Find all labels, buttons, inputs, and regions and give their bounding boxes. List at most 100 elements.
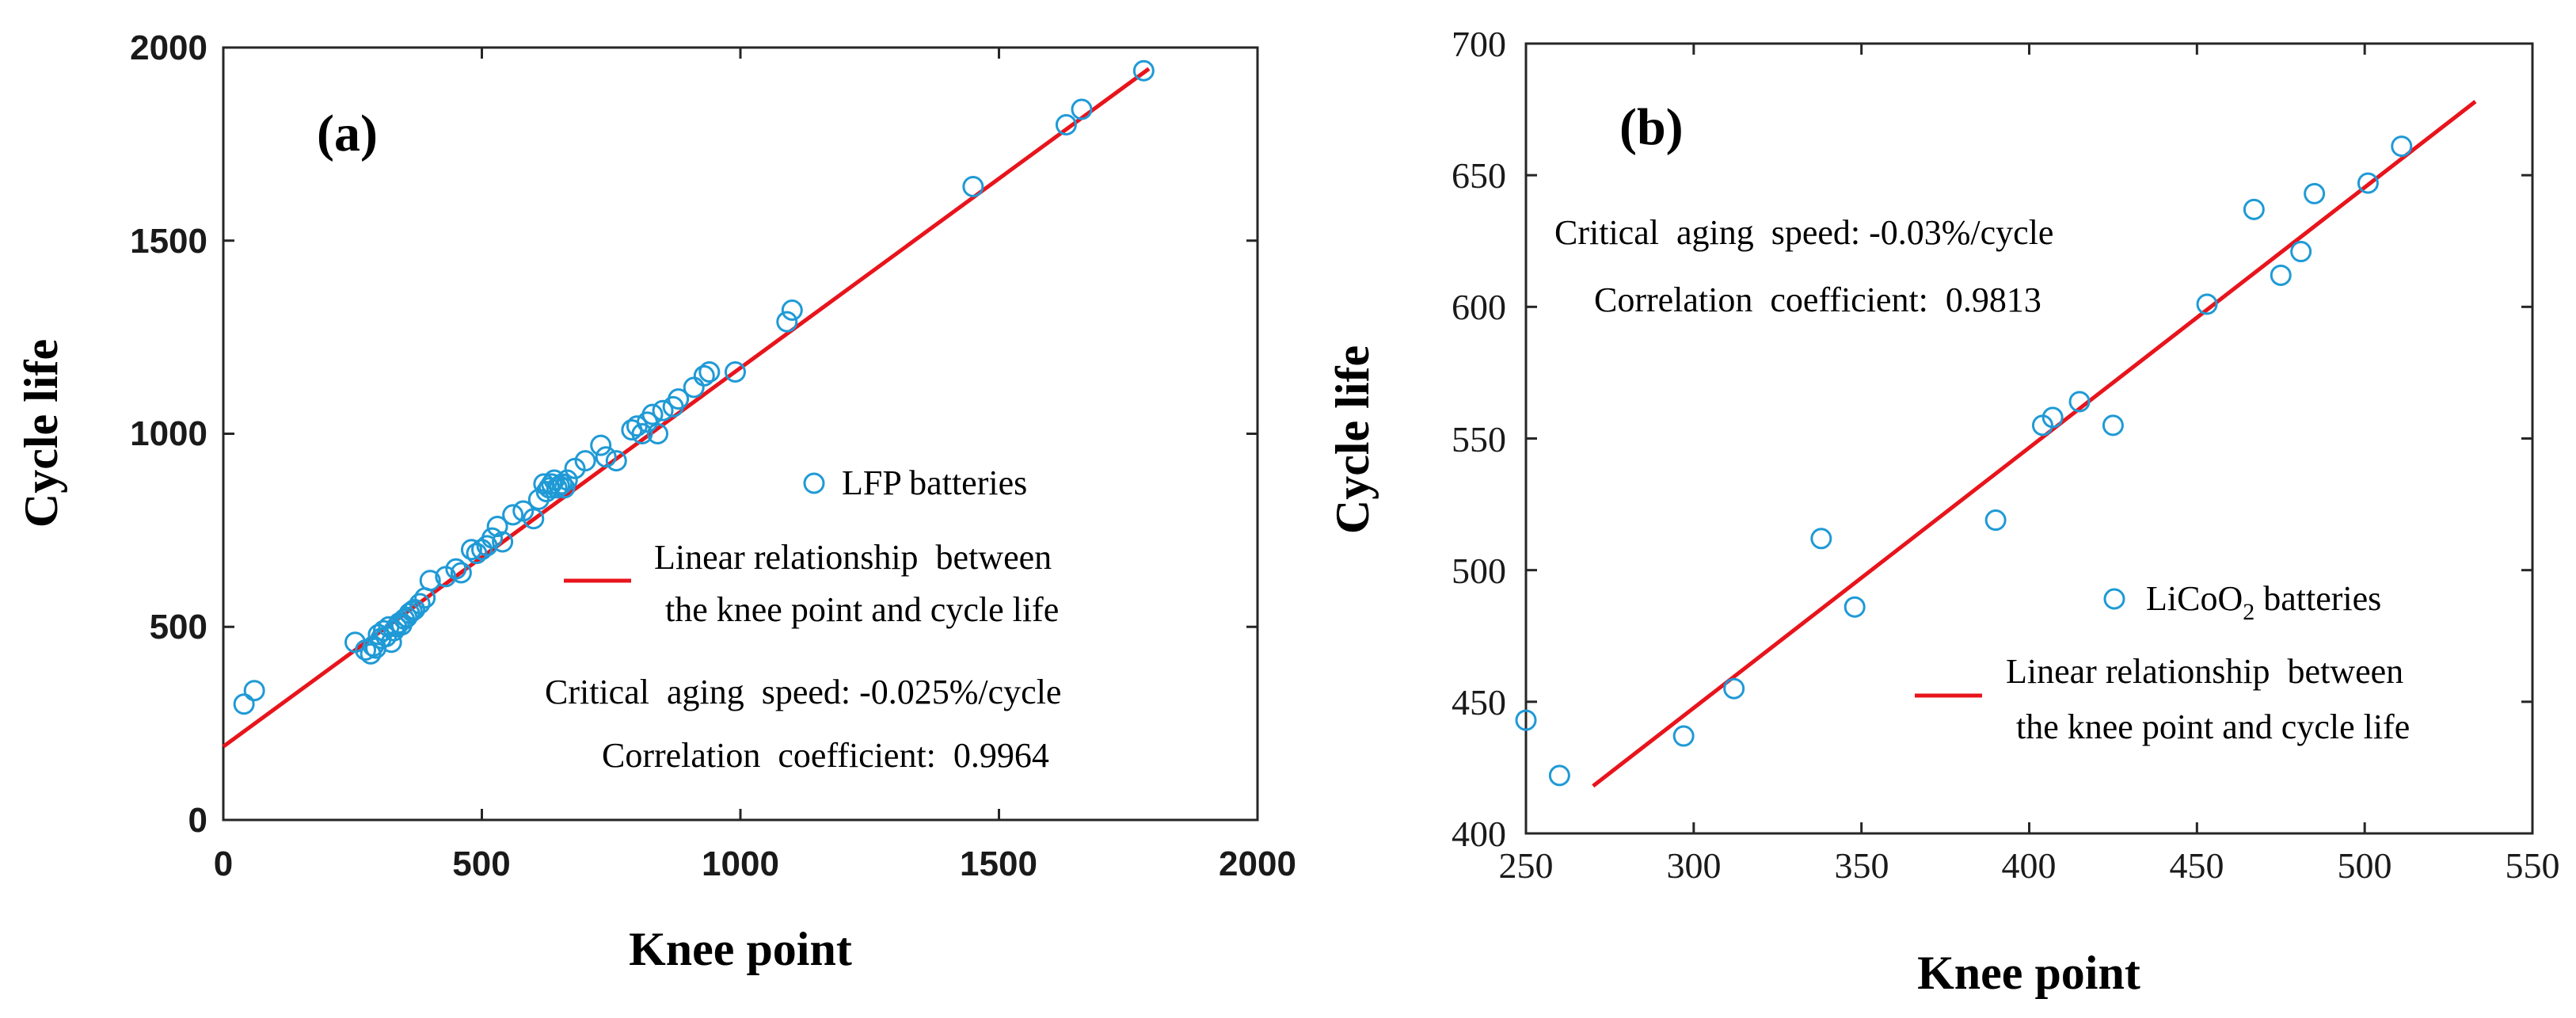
panel-a-data-point [595,446,617,468]
panel-a-data-point [502,504,524,526]
panel-b-annotation-aging-speed: Critical aging speed: -0.03%/cycle [1554,213,2053,252]
panel-a-data-point [724,361,746,383]
panel-a-data-point [551,473,573,495]
panel-b-data-point [2196,293,2218,315]
panel-b-x-tick-label: 550 [2506,845,2560,886]
panel-b-fit-line [1592,100,2477,788]
panel-b-y-tick-label: 450 [1452,682,1506,723]
panel-b-data-point [2304,182,2326,204]
panel-b-y-tick-label: 500 [1452,551,1506,591]
panel-b-data-point [2102,414,2124,437]
panel-b-legend-marker-label-sub: 2 [2243,599,2254,625]
panel-b-x-axis-label: Knee point [1917,947,2140,999]
panel-b-tick-marks [1524,42,2534,835]
panel-a-data-point [243,680,265,702]
panel-a-y-tick-label: 1500 [130,222,207,261]
panel-b-data-point [1984,509,2007,532]
panel-a-data-point [631,423,653,444]
panel-a-tick-marks [222,46,1259,822]
panel-b-x-tick-label: 400 [2002,845,2057,886]
panel-a-legend-marker-label: LFP batteries [842,463,1027,502]
panel-a-data-point [605,450,627,472]
panel-b-data-point [1548,764,1570,787]
panel-b-data-point [1672,725,1695,747]
panel-b-y-axis-label: Cycle life [1326,345,1379,534]
panel-a-x-tick-labels: 0 500 1000 1500 2000 [214,845,1296,883]
panel-b-y-tick-label: 600 [1452,287,1506,327]
panel-b-data-points [1515,135,2413,787]
panel-b: 250 300 350 400 450 500 550 400 450 500 … [1326,24,2560,999]
panel-a-data-point [698,361,721,383]
panel-b-legend-line-label-1: Linear relationship between [2006,652,2403,691]
panel-b-data-point [2243,198,2265,220]
panel-a-x-axis-label: Knee point [629,923,852,975]
panel-a-y-tick-label: 1000 [130,414,207,453]
panel-b-y-tick-label: 650 [1452,155,1506,196]
panel-a-data-point [1071,98,1093,120]
panel-a-data-point [541,473,563,495]
panel-b-x-tick-label: 300 [1667,845,1722,886]
panel-a-data-point [962,176,984,197]
panel-a-data-point [1055,114,1077,135]
panel-a-data-point [401,601,423,623]
panel-a-data-point [380,631,402,654]
panel-b-x-tick-label: 350 [1835,845,1889,886]
panel-a-x-tick-label: 1500 [960,845,1037,883]
panel-a-label: (a) [317,105,378,162]
panel-a-x-tick-label: 1000 [702,845,779,883]
panel-a-y-axis-label: Cycle life [15,339,67,528]
panel-a-y-tick-label: 500 [150,608,207,646]
panel-b-data-point [1723,677,1745,700]
panel-a-data-point [492,531,514,553]
panel-b-annotation-correlation: Correlation coefficient: 0.9813 [1594,280,2041,319]
panel-b-data-point [2041,406,2064,429]
panel-a-data-point [590,434,612,456]
panel-b-legend-marker-label-tail: batteries [2254,579,2381,618]
panel-a-data-point [419,570,441,592]
panel-a-y-tick-label: 0 [188,801,207,840]
panel-a-legend-line-label-1: Linear relationship between [654,538,1052,577]
panel-a-fit-line [222,67,1151,749]
panel-b-y-tick-label: 400 [1452,814,1506,854]
panel-a-data-point [445,558,467,580]
panel-a-data-point [481,527,504,549]
panel-a-data-point [556,469,578,491]
panel-b-data-point [2391,135,2413,158]
panel-b-x-tick-label: 500 [2338,845,2392,886]
panel-a-data-point [460,539,482,561]
panel-a-data-points [233,59,1155,715]
panel-b-x-tick-label: 450 [2170,845,2224,886]
panel-a: 0 500 1000 1500 2000 0 500 1000 1500 200… [15,29,1296,975]
panel-a-data-point [409,593,431,615]
panel-b-data-point [2270,264,2292,286]
panel-a-data-point [647,423,669,444]
panel-a-data-point [781,299,803,321]
panel-b-y-tick-labels: 400 450 500 550 600 650 700 [1452,24,1506,854]
panel-b-x-tick-label: 250 [1499,845,1554,886]
panel-a-data-point [396,606,418,628]
panel-a-data-point [523,508,545,530]
panel-a-y-tick-label: 2000 [130,29,207,67]
panel-b-label: (b) [1619,98,1684,156]
panel-a-data-point [574,450,596,472]
panel-a-data-point [776,311,798,333]
panel-a-data-point [652,399,674,421]
panel-a-y-tick-labels: 0 500 1000 1500 2000 [130,29,207,840]
panel-b-data-point [1515,709,1537,731]
panel-a-annotation-correlation: Correlation coefficient: 0.9964 [602,736,1049,775]
panel-a-data-point [683,376,705,398]
panel-a-data-point [641,403,664,425]
panel-a-annotation-aging-speed: Critical aging speed: -0.025%/cycle [545,673,1061,711]
panel-a-data-point [668,388,690,410]
panel-a-x-tick-label: 0 [214,845,233,883]
panel-a-legend-line-label-2: the knee point and cycle life [665,590,1059,629]
panel-b-y-tick-label: 550 [1452,419,1506,459]
panel-a-data-point [233,693,255,715]
panel-b-data-point [1844,596,1866,618]
panel-b-data-point [1810,528,1832,550]
panel-b-legend-marker-label: LiCoO2 batteries [2146,579,2381,625]
panel-b-data-point [2357,172,2379,194]
panel-b-y-tick-label: 700 [1452,24,1506,64]
panel-a-data-point [450,562,472,584]
